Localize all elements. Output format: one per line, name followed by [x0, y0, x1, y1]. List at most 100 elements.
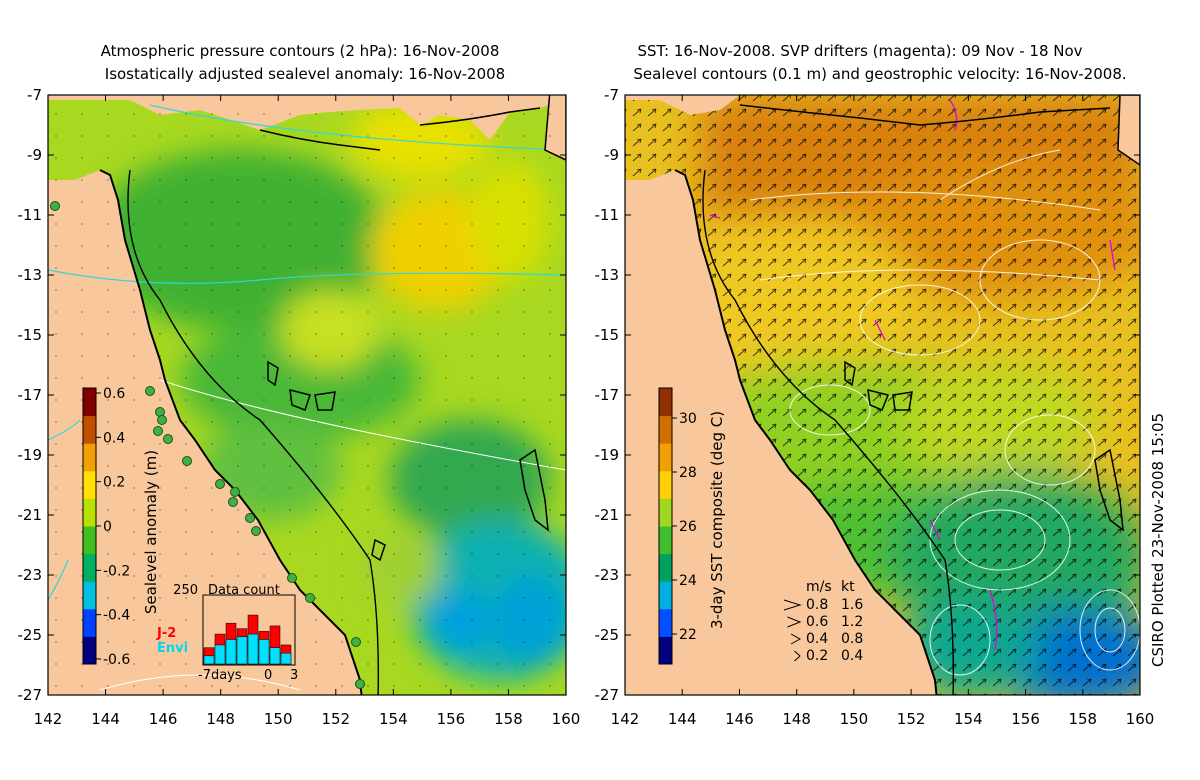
right-y-tick-label: -25 [595, 626, 620, 644]
right-x-tick-label: 152 [897, 710, 926, 728]
left-colorbar: 0.6 0.4 0.2 0 -0.2 -0.4 -0.6 Sealevel anomaly … [82, 386, 160, 668]
right-new-guinea [625, 95, 740, 115]
plot-timestamp: CSIRO Plotted 23-Nov-2008 15:05 [1149, 413, 1167, 667]
right-x-tick-label: 158 [1068, 710, 1097, 728]
left-x-tick-label: 154 [379, 710, 408, 728]
inset-bar-envi [269, 647, 281, 665]
right-x-tick-label: 146 [725, 710, 754, 728]
left-colorbar-tick: -0.2 [103, 563, 130, 579]
left-x-tick-label: 146 [149, 710, 178, 728]
velocity-legend-ms: 0.8 [806, 597, 828, 613]
right-x-tick-label: 160 [1126, 710, 1155, 728]
left-colorbar-tick: -0.4 [103, 608, 130, 624]
right-colorbar: 30 28 26 24 22 3-day SST composite (deg C) [658, 387, 726, 665]
velocity-legend-ms: 0.2 [806, 648, 828, 664]
right-x-tick-label: 150 [840, 710, 869, 728]
velocity-legend: m/s kt0.8 1.60.6 1.20.4 0.80.2 0.4 [783, 579, 863, 664]
right-axes: -7 -9 -11 -13 -15 -17 -19 -21 -23 -25 -27 142 144 146… [595, 86, 1155, 728]
left-y-tick-label: -13 [18, 266, 43, 284]
left-x-tick-label: 150 [264, 710, 293, 728]
right-y-tick-label: -27 [595, 686, 620, 704]
right-y-tick-label: -21 [595, 506, 620, 524]
velocity-legend-kt: 1.2 [841, 614, 863, 630]
right-x-tick-label: 154 [954, 710, 983, 728]
right-y-tick-label: -9 [604, 146, 619, 164]
inset-bar-envi [236, 636, 248, 665]
left-x-tick-label: 148 [206, 710, 235, 728]
left-y-tick-label: -25 [18, 626, 43, 644]
right-title-line1: SST: 16-Nov-2008. SVP drifters (magenta)… [637, 42, 1082, 60]
right-panel: SST: 16-Nov-2008. SVP drifters (magenta)… [595, 42, 1168, 728]
left-x-tick-label: 142 [34, 710, 63, 728]
inset-title: Data count [208, 583, 280, 598]
left-y-tick-label: -23 [18, 566, 43, 584]
right-title-line2: Sealevel contours (0.1 m) and geostrophi… [633, 65, 1126, 83]
left-y-tick-label: -19 [18, 446, 43, 464]
left-y-tick-label: -7 [27, 86, 42, 104]
velocity-legend-arrow [783, 599, 802, 611]
inset-bar-envi [225, 639, 237, 665]
right-colorbar-tick: 26 [679, 519, 697, 535]
left-colorbar-label: Sealevel anomaly (m) [142, 450, 160, 614]
right-x-tick-label: 142 [611, 710, 640, 728]
inset-bar-envi [280, 652, 292, 665]
left-colorbar-tick: 0.4 [103, 430, 125, 446]
left-panel: Atmospheric pressure contours (2 hPa): 1… [18, 42, 581, 728]
left-x-tick-label: 160 [552, 710, 581, 728]
right-x-tick-label: 144 [668, 710, 697, 728]
data-count-inset: Data count 250 J-2 Envi -7days 0 3 [156, 583, 298, 683]
inset-bar-envi [214, 644, 226, 665]
left-x-tick-label: 144 [91, 710, 120, 728]
left-y-tick-label: -15 [18, 326, 43, 344]
velocity-legend-kt-header: kt [841, 579, 855, 595]
sea-level-map [48, 95, 566, 695]
velocity-legend-ms: 0.4 [806, 631, 828, 647]
velocity-legend-arrow [787, 616, 802, 628]
inset-legend-j2: J-2 [156, 626, 176, 641]
velocity-legend-arrow [790, 633, 802, 645]
inset-x-right: 3 [290, 668, 298, 683]
tide-gauge-markers [50, 201, 365, 689]
inset-bar-envi [203, 655, 215, 665]
right-y-tick-label: -17 [595, 386, 620, 404]
left-x-tick-label: 158 [494, 710, 523, 728]
left-colorbar-tick: 0 [103, 519, 112, 535]
right-y-tick-label: -7 [604, 86, 619, 104]
right-coastline [674, 169, 938, 695]
left-title-line1: Atmospheric pressure contours (2 hPa): 1… [101, 42, 500, 60]
inset-bar-envi [258, 639, 270, 665]
right-colorbar-tick: 22 [679, 627, 697, 643]
right-x-tick-label: 156 [1011, 710, 1040, 728]
right-x-tick-label: 148 [782, 710, 811, 728]
left-x-tick-label: 156 [437, 710, 466, 728]
right-y-tick-label: -11 [595, 206, 620, 224]
sst-map: m/s kt0.8 1.60.6 1.20.4 0.80.2 0.4 [625, 95, 1140, 695]
left-x-tick-label: 152 [321, 710, 350, 728]
left-colorbar-tick: -0.6 [103, 652, 130, 668]
velocity-legend-ms-header: m/s [806, 579, 832, 595]
right-colorbar-tick: 24 [679, 573, 697, 589]
left-y-tick-label: -21 [18, 506, 43, 524]
inset-legend-envi: Envi [157, 641, 188, 656]
left-colorbar-tick: 0.6 [103, 386, 125, 402]
left-colorbar-tick: 0.2 [103, 475, 125, 491]
left-y-tick-label: -9 [27, 146, 42, 164]
right-land [625, 170, 937, 695]
velocity-legend-arrow [794, 650, 801, 662]
inset-bar-envi [247, 633, 259, 665]
left-y-tick-label: -27 [18, 686, 43, 704]
right-y-tick-label: -23 [595, 566, 620, 584]
right-colorbar-label: 3-day SST composite (deg C) [708, 411, 726, 629]
velocity-legend-kt: 1.6 [841, 597, 863, 613]
velocity-legend-kt: 0.8 [841, 631, 863, 647]
left-y-tick-label: -11 [18, 206, 43, 224]
left-y-tick-label: -17 [18, 386, 43, 404]
velocity-legend-kt: 0.4 [841, 648, 863, 664]
right-y-tick-label: -15 [595, 326, 620, 344]
left-title-line2: Isostatically adjusted sealevel anomaly:… [105, 65, 505, 83]
left-axes: -7 -9 -11 -13 -15 -17 -19 -21 -23 -25 -27 142 144 146… [18, 86, 581, 728]
drifter-tracks [709, 99, 1116, 651]
inset-x-left: -7days [198, 668, 242, 683]
inset-ymax: 250 [173, 583, 198, 598]
